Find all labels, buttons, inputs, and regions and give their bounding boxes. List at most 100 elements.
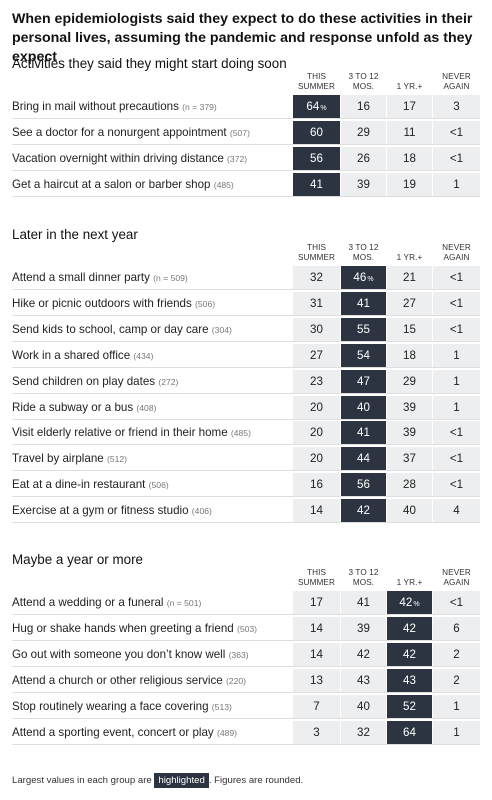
activity-name: See a doctor for a nonurgent appointment	[12, 125, 227, 139]
value-cell: 4	[433, 499, 480, 524]
sample-size: (372)	[227, 153, 248, 164]
sample-size: (513)	[211, 701, 232, 712]
cell-value: 1	[453, 374, 460, 388]
row-separator	[12, 639, 480, 641]
value-cell: 17	[387, 95, 432, 119]
highlighted-value-cell: 41	[341, 291, 386, 316]
value-cell: <1	[433, 473, 480, 498]
cell-value: 27	[310, 348, 323, 362]
row-label: See a doctor for a nonurgent appointment…	[12, 121, 250, 145]
column-header: NEVER AGAIN	[433, 243, 480, 263]
cell-value: 42	[403, 621, 416, 635]
column-header-line2: 1 YR.+	[396, 578, 423, 587]
value-cell: 43	[341, 668, 386, 693]
column-header-line1: NEVER	[442, 72, 471, 81]
cell-value: 11	[403, 125, 416, 139]
activity-name: Send children on play dates	[12, 374, 156, 388]
footnote-text-after: . Figures are rounded.	[208, 775, 304, 786]
value-cell: 1	[433, 369, 480, 394]
row-label: Go out with someone you don’t know well …	[12, 643, 249, 667]
cell-value: 39	[357, 177, 370, 191]
sample-size: (506)	[148, 480, 169, 491]
column-header-line1	[387, 243, 432, 253]
cell-value: 4	[453, 504, 460, 518]
table-row: Eat at a dine-in restaurant (506) 16 56 28 <…	[0, 473, 492, 498]
row-separator	[12, 314, 480, 316]
table-row: Attend a small dinner party (n = 509) 32 4…	[0, 266, 492, 290]
sample-size: (503)	[236, 623, 258, 634]
row-separator	[12, 470, 480, 472]
row-separator	[12, 392, 480, 394]
cell-value: 17	[403, 100, 416, 113]
activity-name: Send kids to school, camp or day care	[12, 322, 209, 336]
column-header-line2: AGAIN	[443, 578, 470, 587]
value-cell: 1	[433, 395, 480, 420]
column-header: 1 YR.+	[387, 243, 432, 263]
table-row: Ride a subway or a bus (408) 20 40 39 1	[0, 395, 492, 420]
cell-value: 1	[453, 725, 460, 739]
row-separator	[12, 169, 480, 171]
row-separator	[12, 665, 480, 667]
column-header: THIS SUMMER	[293, 243, 340, 263]
cell-value: 41	[310, 177, 323, 191]
value-cell: 39	[387, 395, 432, 420]
column-header-line2: SUMMER	[298, 578, 335, 587]
column-header-line1: NEVER	[442, 568, 471, 577]
highlighted-value-cell: 42	[387, 616, 432, 641]
cell-value: 37	[403, 452, 416, 466]
percent-sign: %	[367, 276, 374, 283]
cell-value: 19	[403, 177, 416, 191]
table-row: Travel by airplane (512) 20 44 37 <1	[0, 447, 492, 472]
cell-value: 18	[403, 151, 416, 165]
sample-size: (408)	[136, 402, 157, 413]
value-cell: 6	[433, 616, 480, 641]
cell-value: 20	[310, 400, 323, 414]
cell-value: 32	[357, 725, 370, 739]
column-header: NEVER AGAIN	[433, 568, 480, 588]
column-header: THIS SUMMER	[293, 72, 340, 92]
footnote: Largest values in each group are highlig…	[12, 773, 303, 788]
cell-value: 3	[453, 100, 460, 113]
value-cell: 27	[293, 343, 340, 368]
column-header-line2: MOS.	[352, 253, 375, 262]
sample-size: (220)	[225, 675, 247, 686]
footnote-text-before: Largest values in each group are	[12, 775, 155, 786]
cell-value: 17	[310, 596, 323, 609]
row-separator	[12, 444, 480, 446]
cell-value: <1	[449, 596, 464, 609]
column-header-line1: 3 TO 12	[348, 72, 379, 81]
sample-size: (507)	[229, 127, 250, 138]
sample-size: (485)	[230, 428, 251, 439]
activity-name: Attend a church or other religious servi…	[12, 673, 223, 687]
highlighted-value-cell: 42	[387, 642, 432, 667]
cell-value: 1	[453, 699, 460, 713]
cell-value: <1	[449, 478, 464, 492]
value-cell: 40	[341, 694, 386, 719]
percent-sign: %	[413, 601, 420, 608]
cell-value: 40	[403, 504, 416, 518]
row-label: Attend a sporting event, concert or play…	[12, 721, 237, 745]
cell-value: 42	[357, 647, 370, 661]
row-label: Ride a subway or a bus (408)	[12, 396, 156, 420]
value-cell: 29	[341, 120, 386, 145]
value-cell: <1	[433, 266, 480, 290]
table-row: Attend a wedding or a funeral (n = 501) 1…	[0, 591, 492, 615]
cell-value: 42	[357, 504, 370, 518]
value-cell: 39	[387, 421, 432, 446]
column-header: 3 TO 12 MOS.	[341, 568, 386, 588]
column-header-line2: MOS.	[352, 578, 375, 587]
value-cell: 28	[387, 473, 432, 498]
row-label: Visit elderly relative or friend in thei…	[12, 421, 251, 445]
highlighted-value-cell: 47	[341, 369, 386, 394]
cell-value: 42	[399, 596, 413, 609]
row-label: Get a haircut at a salon or barber shop …	[12, 173, 234, 197]
column-header-line2: AGAIN	[443, 82, 470, 91]
sample-size: (506)	[195, 298, 216, 309]
cell-value: 56	[310, 151, 323, 165]
column-header-line1: THIS	[306, 72, 327, 81]
column-header-line1: 3 TO 12	[348, 243, 379, 252]
row-label: Stop routinely wearing a face covering (…	[12, 695, 232, 719]
highlighted-value-cell: 46%	[341, 266, 386, 290]
cell-value: <1	[449, 296, 464, 310]
row-label: Attend a small dinner party (n = 509)	[12, 266, 188, 290]
